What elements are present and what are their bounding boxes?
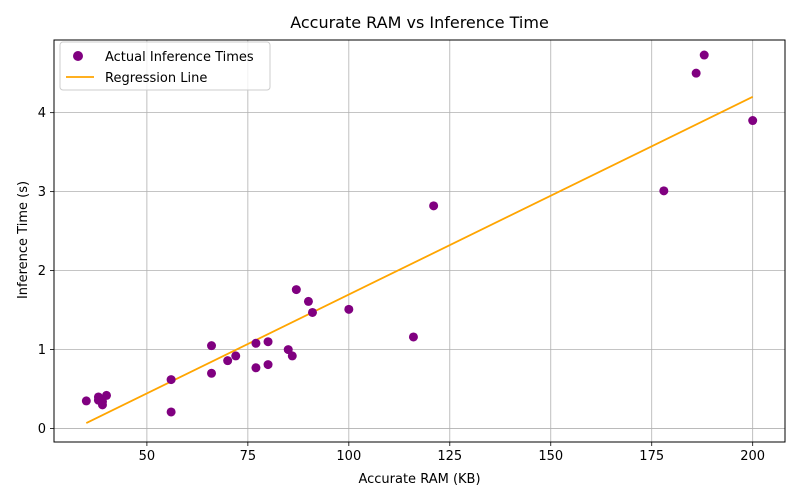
y-tick-label: 2 [38,264,46,279]
chart-title: Accurate RAM vs Inference Time [290,13,549,32]
data-point [166,407,176,417]
legend: Actual Inference Times Regression Line [59,41,271,91]
regression-line [85,96,754,424]
plot-frame [53,39,786,443]
data-point [263,360,273,370]
x-tick-label: 100 [336,449,361,464]
data-point [408,332,418,342]
data-point [303,296,313,306]
data-point [291,285,301,295]
data-point [251,338,261,348]
data-point [207,368,217,378]
data-points-layer [81,50,758,417]
y-tick-label: 3 [38,185,46,200]
data-point [251,363,261,373]
data-point [699,50,709,60]
data-point [659,186,669,196]
regression-line-layer [85,96,754,424]
legend-label-regression: Regression Line [105,71,207,86]
data-point [307,307,317,317]
data-point [287,351,297,361]
data-point [344,304,354,314]
legend-label-actual: Actual Inference Times [105,50,254,65]
data-point [166,375,176,385]
x-tick-label: 125 [437,449,462,464]
data-point [691,68,701,78]
legend-marker-actual [73,51,83,61]
y-tick-label: 0 [38,422,46,437]
data-point [207,341,217,351]
data-point [102,390,112,400]
data-point [429,201,439,211]
x-tick-label: 175 [639,449,664,464]
y-tick-label: 1 [38,343,46,358]
ticks: 50 75 100 125 150 175 200 0 1 2 3 4 [38,106,765,464]
data-point [748,116,758,126]
y-tick-label: 4 [38,106,46,121]
x-tick-label: 50 [139,449,156,464]
data-point [223,356,233,366]
x-tick-label: 200 [740,449,765,464]
data-point [263,337,273,347]
data-point [81,396,91,406]
x-axis-title: Accurate RAM (KB) [358,472,480,487]
y-axis-title: Inference Time (s) [16,181,31,299]
x-tick-label: 150 [538,449,563,464]
data-point [231,351,241,361]
legend-box [59,41,271,91]
x-tick-label: 75 [240,449,257,464]
